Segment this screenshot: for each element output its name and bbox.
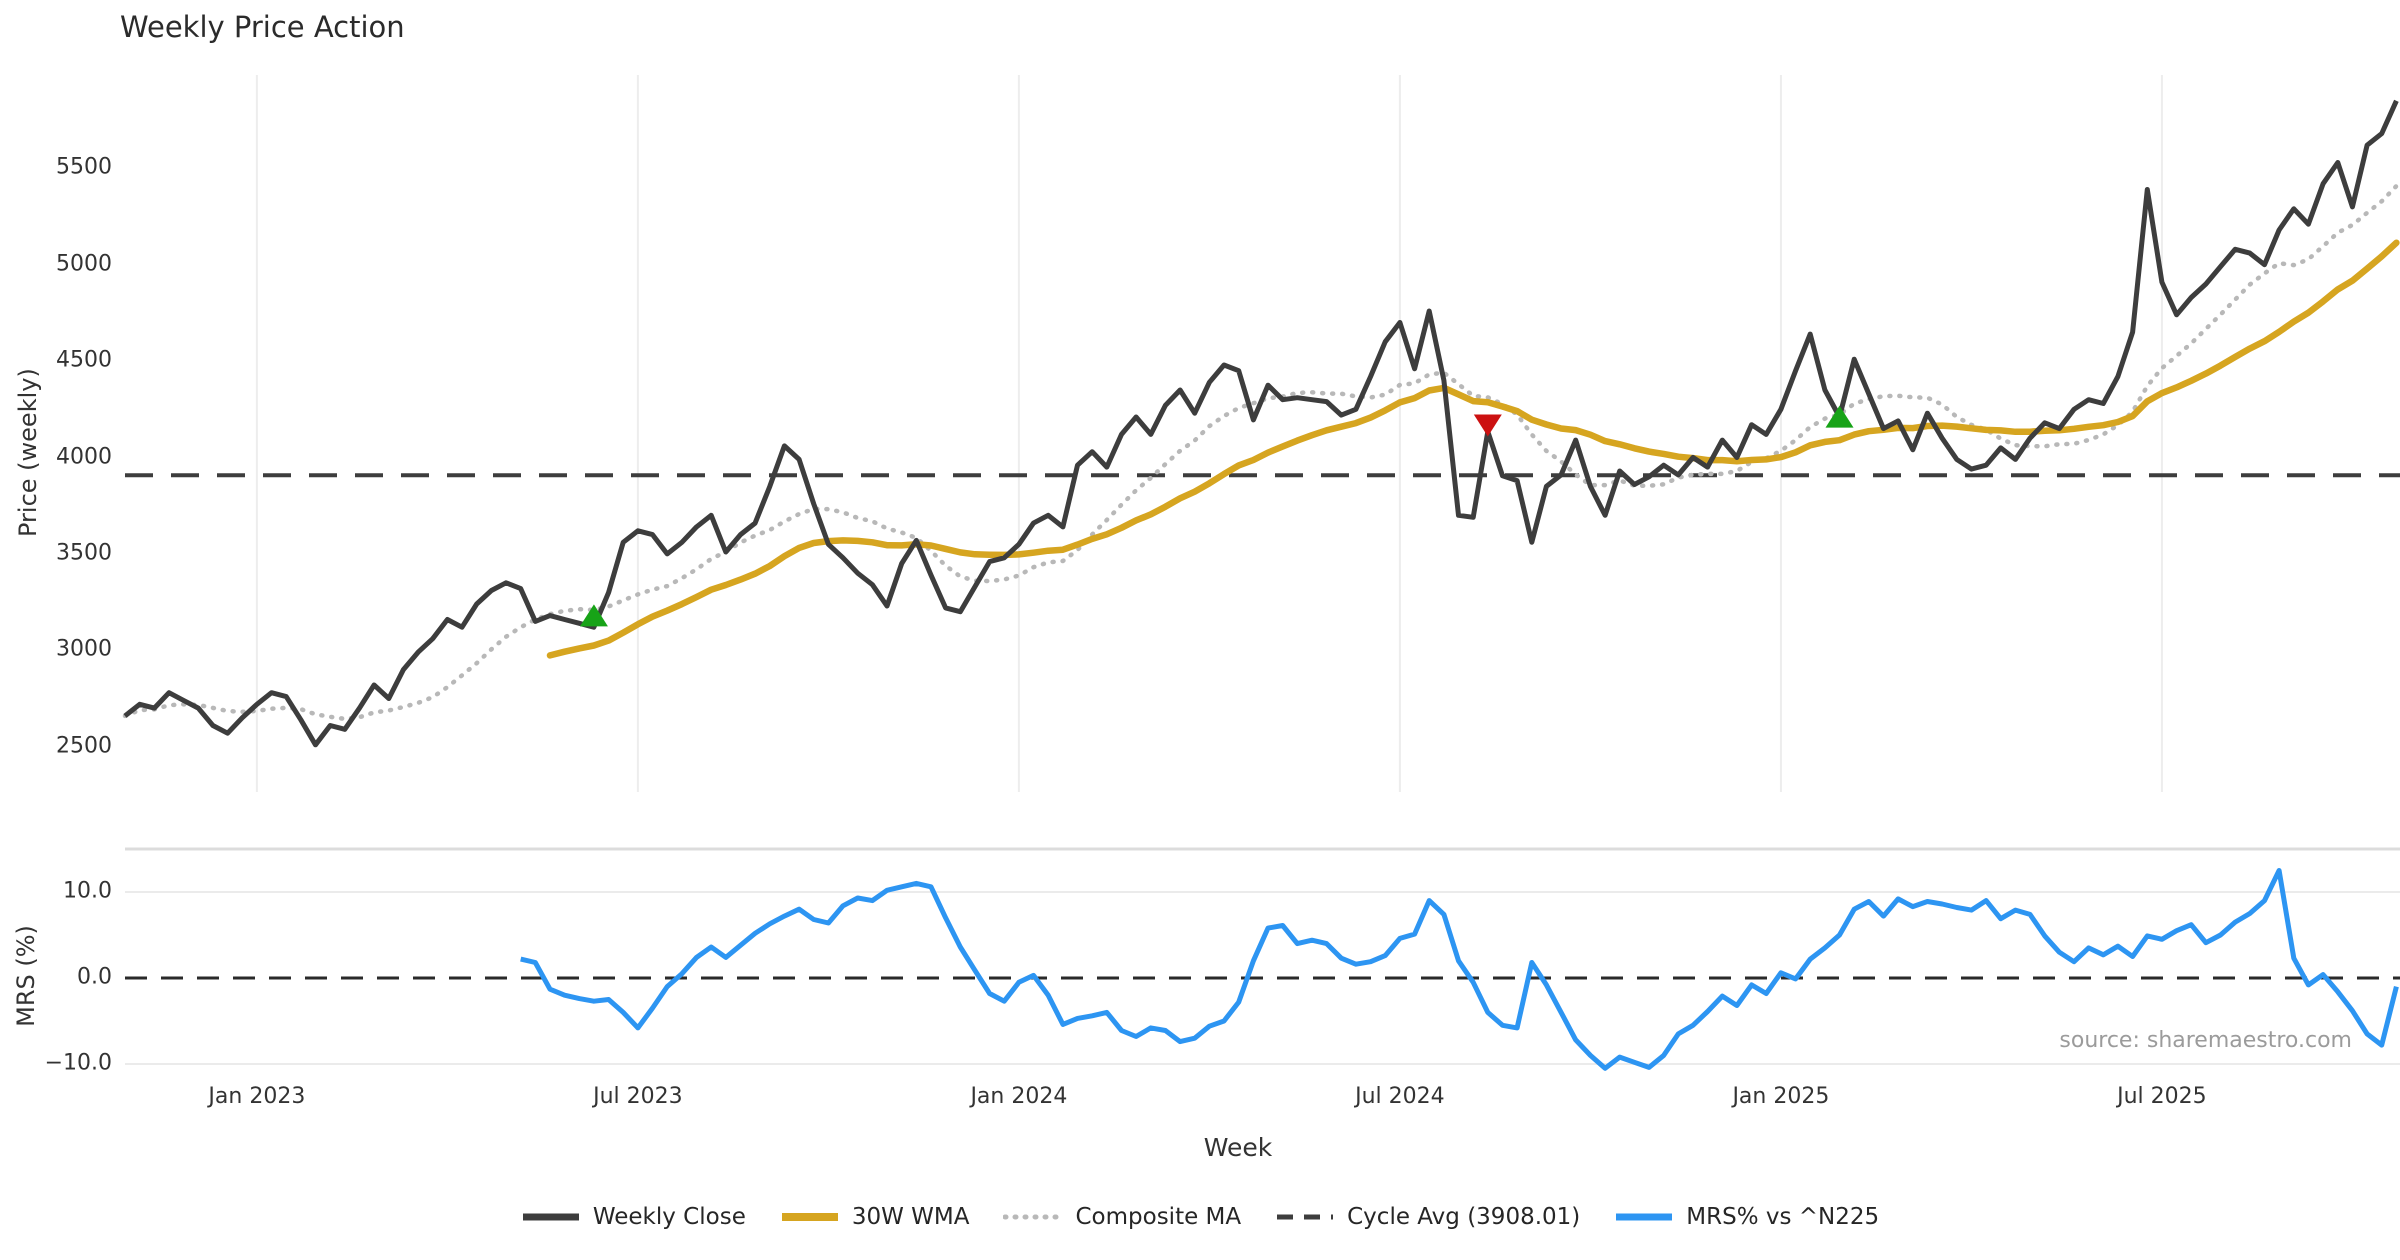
x-tick-label: Jan 2024 <box>970 1084 1068 1109</box>
price-tick-label: 5500 <box>56 154 112 180</box>
composite-ma-line <box>122 183 2399 722</box>
source-watermark: source: sharemaestro.com <box>2059 1028 2352 1053</box>
legend-label: 30W WMA <box>851 1204 970 1230</box>
sell-signal-marker <box>1473 414 1502 437</box>
price-tick-label: 3000 <box>56 636 112 662</box>
legend-label: Composite MA <box>1075 1204 1242 1230</box>
mrs-line <box>520 868 2399 1071</box>
legend-label: Cycle Avg (3908.01) <box>1347 1204 1581 1230</box>
mrs-tick-label: −10.0 <box>44 1050 112 1076</box>
mrs-tick-label: 10.0 <box>63 878 112 904</box>
legend-item: MRS% vs ^N225 <box>1614 1204 1879 1230</box>
legend-swatch-solid <box>522 1213 579 1221</box>
wma-line <box>546 239 2400 659</box>
legend-item: Composite MA <box>1003 1204 1241 1230</box>
x-axis-label: Week <box>1203 1133 1273 1162</box>
legend-swatch-dotted <box>1003 1214 1064 1220</box>
weekly-close-line <box>123 99 2399 748</box>
price-tick-label: 2500 <box>56 733 112 759</box>
mrs-tick-label: 0.0 <box>77 964 112 990</box>
buy-signal-marker <box>579 604 608 627</box>
price-tick-label: 4500 <box>56 347 112 373</box>
legend-swatch-solid <box>781 1213 838 1221</box>
legend-item: 30W WMA <box>780 1204 970 1230</box>
legend-label: Weekly Close <box>592 1204 746 1230</box>
price-tick-label: 3500 <box>56 540 112 566</box>
chart-legend: Weekly Close 30W WMA Composite MA Cycle Avg… <box>0 1204 2400 1230</box>
price-tick-label: 4000 <box>56 444 112 469</box>
buy-signal-marker <box>1825 405 1854 428</box>
chart-title: Weekly Price Action <box>120 10 405 44</box>
x-tick-label: Jul 2023 <box>593 1084 683 1109</box>
x-tick-label: Jan 2025 <box>1732 1084 1830 1109</box>
legend-item: Weekly Close <box>521 1204 746 1230</box>
price-tick-label: 5000 <box>56 251 112 277</box>
legend-label: MRS% vs ^N225 <box>1686 1204 1880 1230</box>
legend-swatch-dashed <box>1277 1214 1334 1220</box>
legend-item: Cycle Avg (3908.01) <box>1275 1204 1580 1230</box>
legend-swatch-solid <box>1616 1213 1673 1221</box>
x-tick-label: Jul 2024 <box>1355 1084 1445 1109</box>
x-tick-label: Jan 2023 <box>208 1084 306 1109</box>
x-tick-label: Jul 2025 <box>2117 1084 2207 1109</box>
